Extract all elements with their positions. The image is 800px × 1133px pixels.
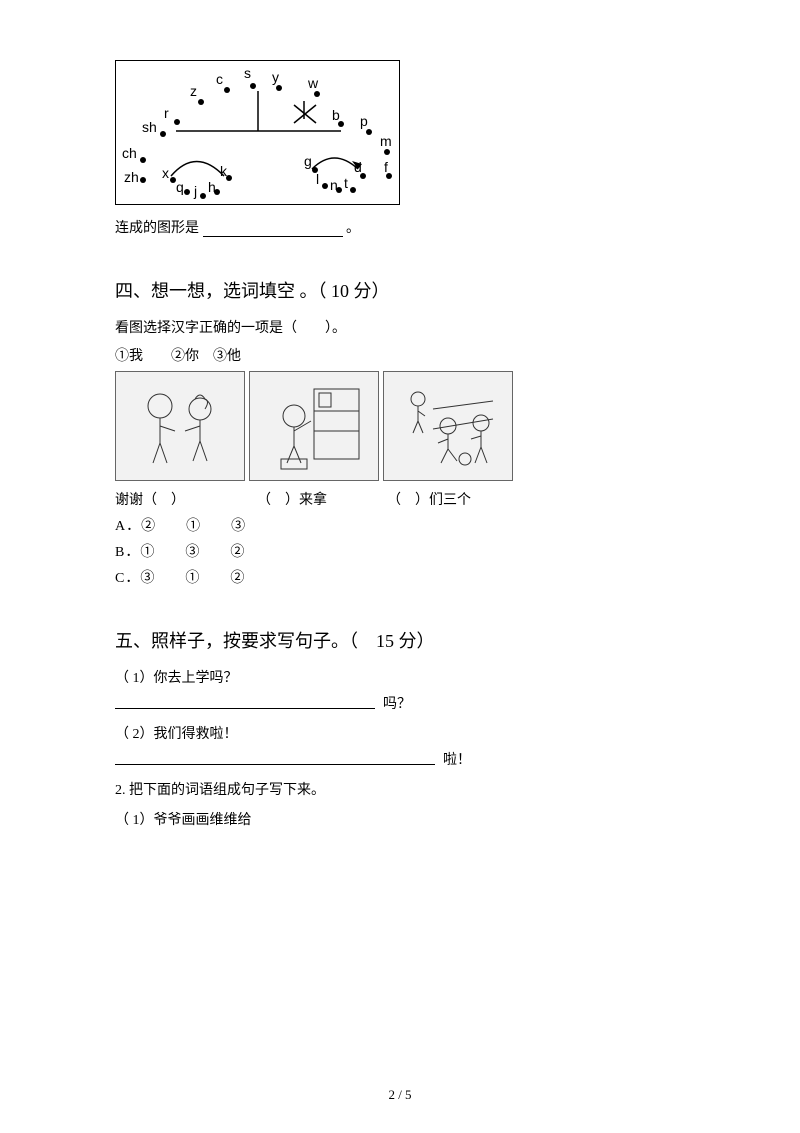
q1-blank[interactable] — [115, 693, 375, 709]
section5-title: 五、照样子，按要求写句子。（ 15 分） — [115, 627, 685, 653]
letter-n: n — [330, 177, 338, 193]
answer-blank[interactable] — [203, 223, 343, 237]
section4-captions: 谢谢（ ） （ ）来拿 （ ）们三个 — [115, 489, 685, 509]
letter-y: y — [272, 69, 279, 85]
letter-zh: zh — [124, 169, 139, 185]
letter-c: c — [216, 71, 223, 87]
page-number: 2 / 5 — [0, 1087, 800, 1103]
letter-sh: sh — [142, 119, 157, 135]
image-2-svg — [259, 381, 369, 471]
letter-b: b — [332, 107, 340, 123]
letter-d: d — [354, 159, 362, 175]
letter-p: p — [360, 113, 368, 129]
letter-w: w — [308, 75, 318, 91]
letter-r: r — [164, 105, 169, 121]
letter-l: l — [316, 171, 319, 187]
image-2 — [249, 371, 379, 481]
image-3-svg — [393, 381, 503, 471]
diagram-svg — [116, 61, 401, 206]
q2-end: 啦！ — [443, 749, 471, 769]
section5-sub2-1: （ 1）爷爷画画维维给 — [115, 809, 685, 829]
image-1 — [115, 371, 245, 481]
diagram-answer: 连成的图形是 。 — [115, 217, 685, 237]
section4-question: 看图选择汉字正确的一项是（ ）。 — [115, 317, 685, 337]
q1-text: （ 1）你去上学吗？ — [115, 667, 685, 687]
q2-blank[interactable] — [115, 749, 435, 765]
image-3 — [383, 371, 513, 481]
caption-2: （ ）来拿 — [257, 489, 387, 509]
answer-period: 。 — [346, 221, 360, 236]
caption-3: （ ）们三个 — [387, 489, 471, 509]
letter-ch: ch — [122, 145, 137, 161]
answer-prefix: 连成的图形是 — [115, 221, 199, 236]
dots-diagram: ch zh sh r z c s y w b p m f d g l n t x… — [115, 60, 400, 205]
section4-numbers: ①我 ②你 ③他 — [115, 345, 685, 365]
caption-1: 谢谢（ ） — [115, 489, 257, 509]
section5-q1: （ 1）你去上学吗？ 吗？ — [115, 667, 685, 713]
letter-t: t — [344, 175, 348, 191]
letter-q: q — [176, 179, 184, 195]
option-b[interactable]: B．① ③ ② — [115, 541, 685, 561]
section5-q2: （ 2）我们得救啦！ 啦！ — [115, 723, 685, 769]
letter-s: s — [244, 65, 251, 81]
letter-k: k — [220, 163, 227, 179]
letter-j: j — [194, 183, 197, 199]
letter-m: m — [380, 133, 392, 149]
q1-end: 吗？ — [383, 693, 411, 713]
image-1-svg — [125, 381, 235, 471]
section4-title: 四、想一想，选词填空 。（ 10 分） — [115, 277, 685, 303]
letter-z: z — [190, 83, 197, 99]
letter-h: h — [208, 179, 216, 195]
letter-x: x — [162, 165, 169, 181]
option-a[interactable]: A．② ① ③ — [115, 515, 685, 535]
letter-f: f — [384, 159, 388, 175]
section5-sub2: 2. 把下面的词语组成句子写下来。 — [115, 779, 685, 799]
q2-text: （ 2）我们得救啦！ — [115, 723, 685, 743]
option-c[interactable]: C．③ ① ② — [115, 567, 685, 587]
letter-g: g — [304, 153, 312, 169]
section4-images — [115, 371, 685, 481]
